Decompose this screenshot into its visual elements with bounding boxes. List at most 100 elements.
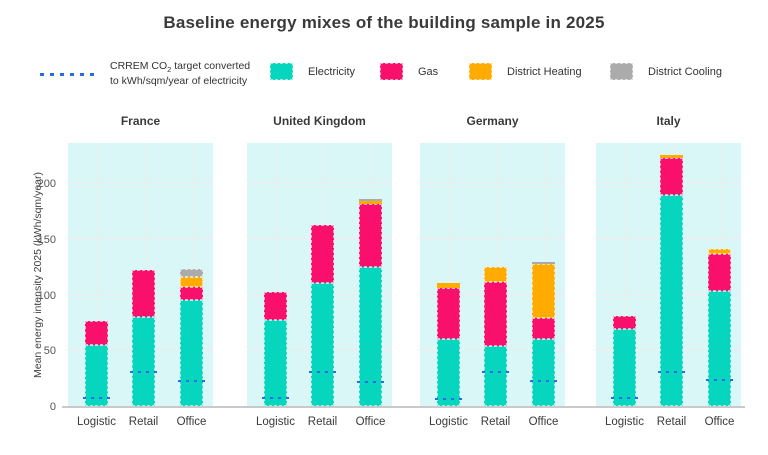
bar-france-office [180,268,203,406]
x-tick-label: Logistic [429,416,468,428]
x-tick-label: Retail [656,416,687,428]
x-tick-label: Office [704,416,735,428]
bar-united-kingdom-office [359,198,382,406]
crrem-target-line [611,396,638,400]
target-legend-text: CRREM CO2 target converted to kWh/sqm/ye… [110,60,250,88]
crrem-target-line [530,379,557,383]
bar-segment-district-cooling [359,198,382,201]
crrem-target-line [83,396,110,400]
facet-title-united-kingdom: United Kingdom [273,114,366,128]
bar-segment-electricity [437,339,460,406]
x-tick-row-france: Logistic Retail Office [68,416,213,432]
crrem-target-line [482,370,509,374]
crrem-target-line [262,396,289,400]
y-tick-label: 150 [37,233,56,246]
chart-title: Baseline energy mixes of the building sa… [163,13,605,32]
bar-segment-gas [359,204,382,267]
bar-segment-electricity [708,291,731,406]
crrem-target-line [706,378,733,382]
district-heating-swatch [469,63,492,80]
bar-segment-gas [311,225,334,284]
bar-segment-district-heating [708,248,731,255]
x-tick-label: Logistic [77,416,116,428]
x-axis-line [62,405,745,408]
target-legend-line1-prefix: CRREM CO [110,60,168,72]
bar-germany-office [532,262,555,406]
legend-item-electricity: Electricity [270,63,355,80]
x-tick-row-italy: Logistic Retail Office [596,416,741,432]
bar-segment-gas [660,158,683,196]
bar-italy-office [708,248,731,406]
crrem-target-line [357,380,384,384]
target-legend-line1-suffix: target converted [171,60,251,72]
target-dotted-line-icon [40,72,96,76]
bar-segment-gas [180,286,203,301]
bar-segment-electricity [264,320,287,406]
bar-segment-district-cooling [532,262,555,265]
facet-panel-italy [596,143,741,407]
h-gridline [68,237,213,239]
bar-france-logistic [85,321,108,406]
bar-segment-gas [484,282,507,346]
legend-label-gas: Gas [418,65,439,78]
bar-segment-gas [437,287,460,340]
bar-segment-electricity [85,344,108,406]
bar-segment-gas [613,315,636,330]
facet-panel-france [68,143,213,407]
crrem-target-line [178,379,205,383]
v-gridline [96,143,98,407]
legend-item-gas: Gas [380,63,438,80]
y-tick-label: 100 [37,289,56,302]
bar-segment-district-heating [532,264,555,318]
crrem-target-line [309,370,336,374]
bar-united-kingdom-retail [311,225,334,406]
x-tick-label: Office [528,416,559,428]
bar-italy-retail [660,155,683,406]
bar-segment-gas [132,269,155,317]
crrem-target-line [130,370,157,374]
bar-segment-electricity [359,266,382,406]
bar-segment-gas [85,321,108,345]
x-tick-label: Logistic [605,416,644,428]
v-gridline [275,143,277,407]
bar-segment-electricity [532,339,555,406]
bar-segment-gas [708,254,731,292]
bar-segment-electricity [613,329,636,406]
facet-panel-united-kingdom [247,143,392,407]
h-gridline [420,182,565,183]
facet-title-germany: Germany [466,114,519,128]
target-legend-line2: to kWh/sqm/year of electricity [110,74,248,87]
x-tick-label: Retail [480,416,511,428]
bar-segment-district-heating [359,200,382,205]
legend-label-district-heating: District Heating [507,65,582,78]
x-tick-label: Retail [128,416,159,428]
bar-segment-electricity [132,316,155,406]
bar-segment-electricity [180,300,203,406]
electricity-swatch [270,63,293,80]
x-tick-label: Office [355,416,386,428]
y-tick-label: 0 [49,401,56,413]
x-tick-row-united-kingdom: Logistic Retail Office [247,416,392,432]
bar-segment-district-cooling [180,268,203,277]
bar-segment-gas [264,292,287,321]
y-tick-label: 200 [37,178,56,190]
x-tick-label: Logistic [256,416,295,428]
bar-segment-district-heating [180,276,203,287]
bar-segment-gas [532,317,555,340]
y-tick-label: 50 [43,345,56,358]
target-legend-sub2: 2 [167,65,172,75]
facet-panel-germany [420,143,565,407]
bar-italy-logistic [613,315,636,406]
target-legend: CRREM CO2 target converted to kWh/sqm/ye… [40,60,250,88]
h-gridline [247,182,392,183]
x-tick-label: Retail [307,416,338,428]
bar-segment-district-heating [660,155,683,159]
district-cooling-swatch [610,63,633,80]
v-gridline [448,143,450,407]
bar-segment-district-heating [484,266,507,283]
gas-swatch [380,63,403,80]
v-gridline [624,143,626,407]
bar-segment-electricity [484,345,507,406]
bar-france-retail [132,269,155,406]
